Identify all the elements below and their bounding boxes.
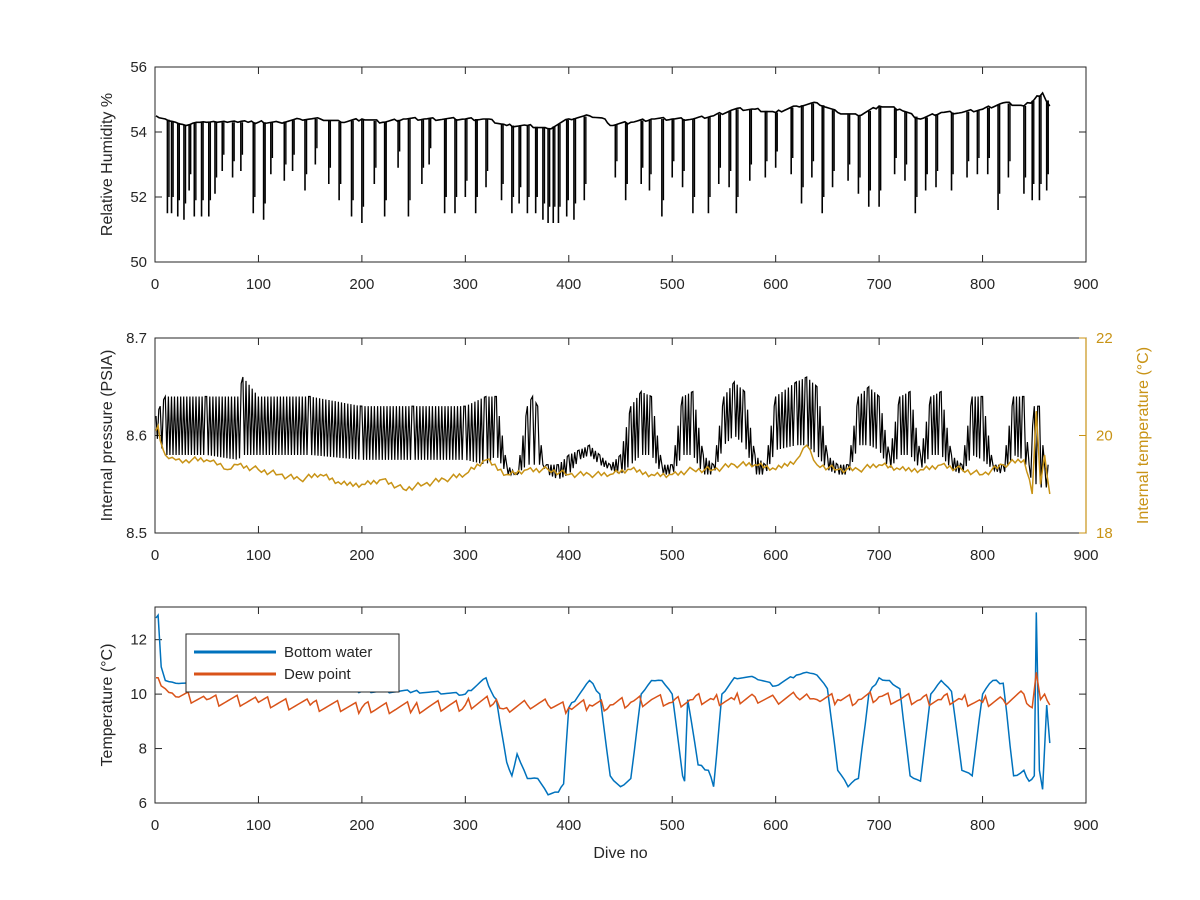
legend-box bbox=[185, 633, 400, 693]
x-tick-label: 700 bbox=[867, 817, 892, 834]
y-axis-label: Relative Humidity % bbox=[99, 93, 116, 236]
y-tick-label: 50 bbox=[130, 254, 147, 271]
y-tick-label: 8.6 bbox=[126, 428, 147, 445]
y-axis-label: Temperature (°C) bbox=[99, 644, 116, 767]
x-tick-label: 900 bbox=[1073, 547, 1098, 564]
x-tick-label: 900 bbox=[1073, 817, 1098, 834]
x-tick-label: 900 bbox=[1073, 276, 1098, 293]
x-tick-label: 400 bbox=[556, 817, 581, 834]
x-tick-label: 500 bbox=[660, 276, 685, 293]
x-tick-label: 500 bbox=[660, 547, 685, 564]
legend: Bottom water Dew point bbox=[185, 633, 400, 693]
legend-label: Bottom water bbox=[284, 644, 372, 661]
axes-box bbox=[154, 606, 1087, 804]
y-tick-label: 56 bbox=[130, 59, 147, 76]
y-tick-label: 12 bbox=[130, 632, 147, 649]
series-line-2 bbox=[155, 411, 1051, 495]
y-axis-label: Internal pressure (PSIA) bbox=[99, 350, 116, 522]
x-tick-label: 400 bbox=[556, 276, 581, 293]
y-right-tick-label: 20 bbox=[1096, 428, 1113, 445]
y-right-tick-label: 22 bbox=[1096, 330, 1113, 347]
x-tick-label: 200 bbox=[349, 276, 374, 293]
x-tick-label: 100 bbox=[246, 817, 271, 834]
chart-panel-3: 0 100 200 300 400 500 600 700 800 900 6 8 10 12 Temper… bbox=[99, 606, 1099, 862]
y-tick-label: 8.7 bbox=[126, 330, 147, 347]
x-tick-label: 600 bbox=[763, 276, 788, 293]
y-tick-label: 8.5 bbox=[126, 525, 147, 542]
series-line-2 bbox=[156, 672, 1051, 716]
y-tick-label: 10 bbox=[130, 686, 147, 703]
x-tick-label: 100 bbox=[246, 276, 271, 293]
x-tick-label: 700 bbox=[867, 547, 892, 564]
x-tick-label: 500 bbox=[660, 817, 685, 834]
x-tick-label: 0 bbox=[151, 817, 159, 834]
x-tick-label: 0 bbox=[151, 276, 159, 293]
y-axis-right-label: Internal temperature (°C) bbox=[1135, 347, 1152, 524]
y-tick-label: 6 bbox=[139, 795, 147, 812]
x-tick-label: 700 bbox=[867, 276, 892, 293]
x-tick-label: 300 bbox=[453, 817, 478, 834]
x-tick-label: 0 bbox=[151, 547, 159, 564]
x-axis-label: Dive no bbox=[593, 845, 647, 862]
x-tick-label: 300 bbox=[453, 547, 478, 564]
x-tick-label: 800 bbox=[970, 276, 995, 293]
y-right-tick-label: 18 bbox=[1096, 525, 1113, 542]
x-tick-label: 200 bbox=[349, 547, 374, 564]
x-tick-label: 600 bbox=[763, 817, 788, 834]
series-line-1 bbox=[155, 91, 1051, 130]
legend-label: Dew point bbox=[284, 666, 352, 683]
y-tick-label: 52 bbox=[130, 189, 147, 206]
series-line-1 bbox=[155, 376, 1049, 488]
x-tick-label: 200 bbox=[349, 817, 374, 834]
chart-panel-2: 0 100 200 300 400 500 600 700 800 900 8.5 8.6 8.7 18 2… bbox=[99, 330, 1152, 564]
x-tick-label: 400 bbox=[556, 547, 581, 564]
axes-box bbox=[154, 66, 1087, 263]
x-tick-label: 300 bbox=[453, 276, 478, 293]
plot-area bbox=[155, 91, 1051, 223]
x-tick-label: 800 bbox=[970, 817, 995, 834]
x-tick-label: 100 bbox=[246, 547, 271, 564]
y-tick-label: 8 bbox=[139, 741, 147, 758]
plot-area bbox=[155, 376, 1051, 495]
x-tick-label: 600 bbox=[763, 547, 788, 564]
x-tick-label: 800 bbox=[970, 547, 995, 564]
chart-panel-1: 0 100 200 300 400 500 600 700 800 900 50 52 54 56 Rela… bbox=[99, 59, 1099, 293]
y-tick-label: 54 bbox=[130, 124, 147, 141]
